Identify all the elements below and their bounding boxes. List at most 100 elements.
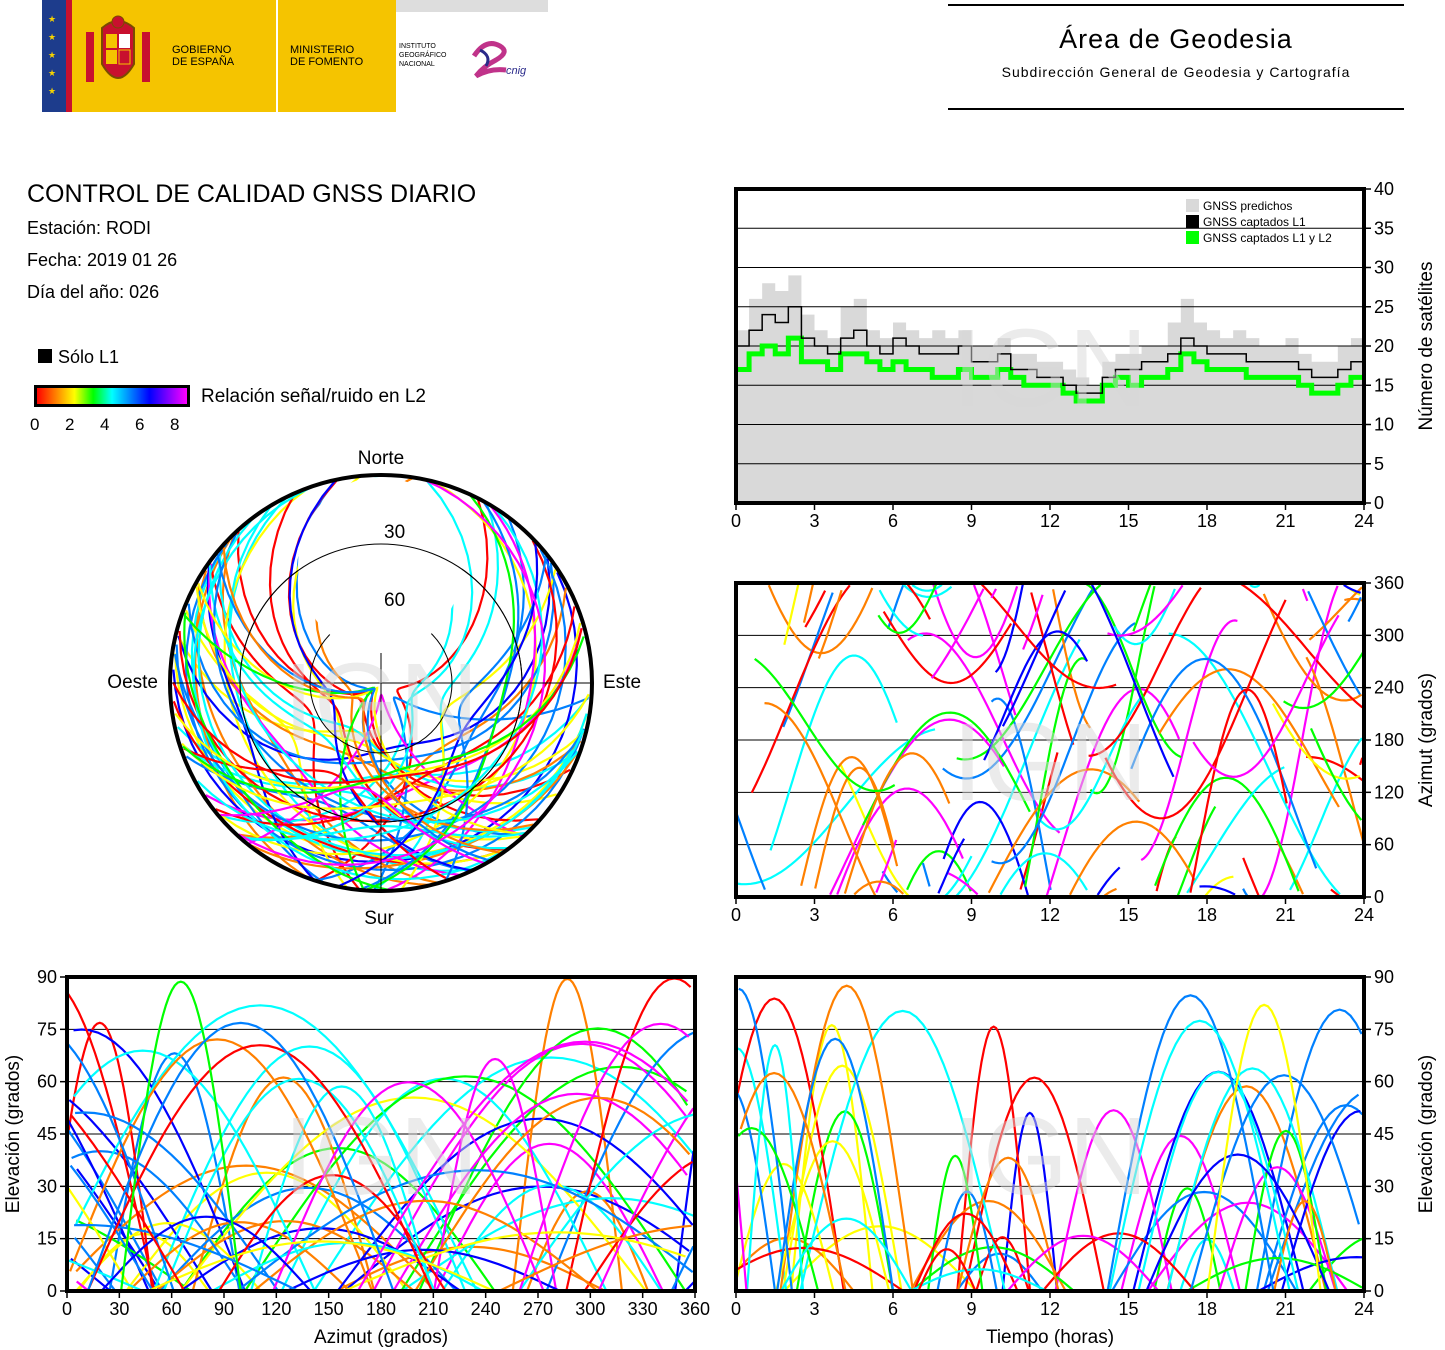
elevation-time-track	[799, 1009, 1006, 1292]
x-tick-label: 30	[109, 1299, 129, 1319]
y-tick-label: 60	[1374, 1072, 1394, 1092]
y-axis-label: Elevación (grados)	[3, 1055, 24, 1213]
azimuth-track	[783, 583, 800, 646]
x-tick-label: 15	[1118, 905, 1138, 925]
azimuth-track	[987, 768, 1141, 894]
elevation-time-track	[1179, 1238, 1236, 1292]
azimuth-track	[1030, 592, 1075, 746]
elevation-time-track	[739, 1071, 847, 1292]
watermark: IGN	[283, 641, 479, 764]
x-tick-label: 9	[966, 511, 976, 531]
elevation-time-track	[1120, 1134, 1241, 1292]
ign-line3: NACIONAL	[399, 61, 435, 68]
azimuth-track	[800, 755, 899, 887]
elevation-azimuth-track	[120, 980, 242, 1292]
elevation-azimuth-track	[518, 1022, 690, 1292]
azimuth-track	[1069, 820, 1196, 896]
azimuth-track	[930, 588, 985, 679]
azimuth-track	[911, 583, 943, 592]
azimuth-track	[1104, 599, 1287, 820]
azimuth-track	[1037, 695, 1143, 831]
azimuth-track	[1262, 593, 1363, 702]
elevation-time-track	[956, 1156, 1060, 1292]
azimuth-track	[1283, 650, 1365, 710]
coat-of-arms-icon	[86, 15, 150, 82]
elevation-time-track	[1266, 1093, 1360, 1292]
x-tick-label: 330	[628, 1299, 658, 1319]
ministry-text: MINISTERIO DE FOMENTO	[290, 44, 363, 68]
elevation-time-track	[917, 1248, 977, 1292]
elevation-azimuth-track	[86, 1044, 434, 1292]
x-tick-label: 180	[366, 1299, 396, 1319]
area-title: Área de Geodesia	[1059, 24, 1293, 54]
elevation-azimuth-track	[272, 1081, 545, 1292]
elevation-time-track	[737, 1126, 820, 1292]
elevation-azimuth-track	[67, 1259, 144, 1293]
x-tick-label: 0	[731, 511, 741, 531]
elevation-time-track	[1054, 1109, 1173, 1292]
azimuth-track	[901, 582, 953, 599]
y-tick-label: 15	[37, 1229, 57, 1249]
skyplot-track	[372, 696, 589, 892]
header-rule-bottom	[948, 108, 1404, 110]
y-tick-label: 240	[1374, 678, 1404, 698]
azimuth-track	[921, 862, 931, 887]
x-tick-label: 18	[1197, 1299, 1217, 1319]
legend-swatch	[1186, 215, 1199, 228]
azimuth-track	[836, 787, 964, 895]
elevation-azimuth-track	[356, 1040, 689, 1292]
skyplot-ring-30-gap	[239, 543, 523, 823]
azimuth-track	[853, 880, 905, 896]
azimuth-track	[735, 728, 936, 886]
elevation-azimuth-track	[218, 1174, 447, 1292]
elevation-time-track	[927, 1154, 984, 1292]
azimuth-track	[1103, 887, 1117, 897]
x-tick-label: 90	[214, 1299, 234, 1319]
x-tick-label: 0	[731, 905, 741, 925]
x-tick-label: 6	[888, 905, 898, 925]
elevation-azimuth-track	[670, 1245, 695, 1292]
elevation-azimuth-track	[180, 1096, 647, 1292]
elevation-azimuth-track	[545, 1031, 694, 1292]
elevation-azimuth-track	[68, 1099, 213, 1292]
x-tick-label: 9	[966, 905, 976, 925]
x-tick-label: 210	[418, 1299, 448, 1319]
series-predicted	[736, 275, 1364, 503]
elevation-azimuth-track	[147, 1240, 495, 1293]
azimuth-track	[814, 766, 895, 889]
azimuth-track	[1088, 587, 1202, 757]
elevation-time-track	[1206, 1003, 1322, 1292]
gov-line2: DE ESPAÑA	[172, 56, 235, 68]
elevation-azimuth-track	[392, 1092, 688, 1292]
elevation-azimuth-track	[69, 1114, 186, 1292]
y-axis-label: Elevación (grados)	[1416, 1055, 1437, 1213]
y-tick-label: 0	[47, 1281, 57, 1301]
azimuth-track	[990, 697, 1052, 891]
x-tick-label: 21	[1275, 905, 1295, 925]
azimuth-track	[1107, 584, 1184, 637]
legend: GNSS predichos GNSS captados L1 GNSS capta…	[1186, 199, 1332, 245]
elevation-time-track	[975, 1236, 1030, 1292]
elevation-azimuth-track	[75, 1004, 478, 1292]
azimuth-track	[1343, 583, 1362, 594]
skyplot-track	[241, 824, 526, 841]
elevation-azimuth-track	[71, 1150, 245, 1292]
y-tick-label: 20	[1374, 336, 1394, 356]
elevation-time-track	[1001, 1111, 1059, 1292]
x-tick-label: 150	[314, 1299, 344, 1319]
elevation-time-track	[1166, 1067, 1339, 1292]
azimuth-track	[1347, 596, 1362, 623]
elevation-azimuth-track	[125, 1171, 408, 1292]
header-rule-top	[948, 4, 1404, 6]
y-tick-label: 45	[37, 1124, 57, 1144]
skyplot-north-gap	[298, 477, 462, 653]
snr-tick: 6	[135, 415, 145, 434]
x-tick-label: 300	[575, 1299, 605, 1319]
x-tick-label: 0	[731, 1299, 741, 1319]
elevation-time-track	[956, 1025, 1032, 1292]
elevation-time-track	[911, 1246, 1075, 1292]
azimuth-tracks	[735, 582, 1365, 898]
azimuth-track	[999, 852, 1088, 896]
y-axis-label: Azimut (grados)	[1416, 673, 1437, 807]
x-tick-label: 12	[1040, 1299, 1060, 1319]
